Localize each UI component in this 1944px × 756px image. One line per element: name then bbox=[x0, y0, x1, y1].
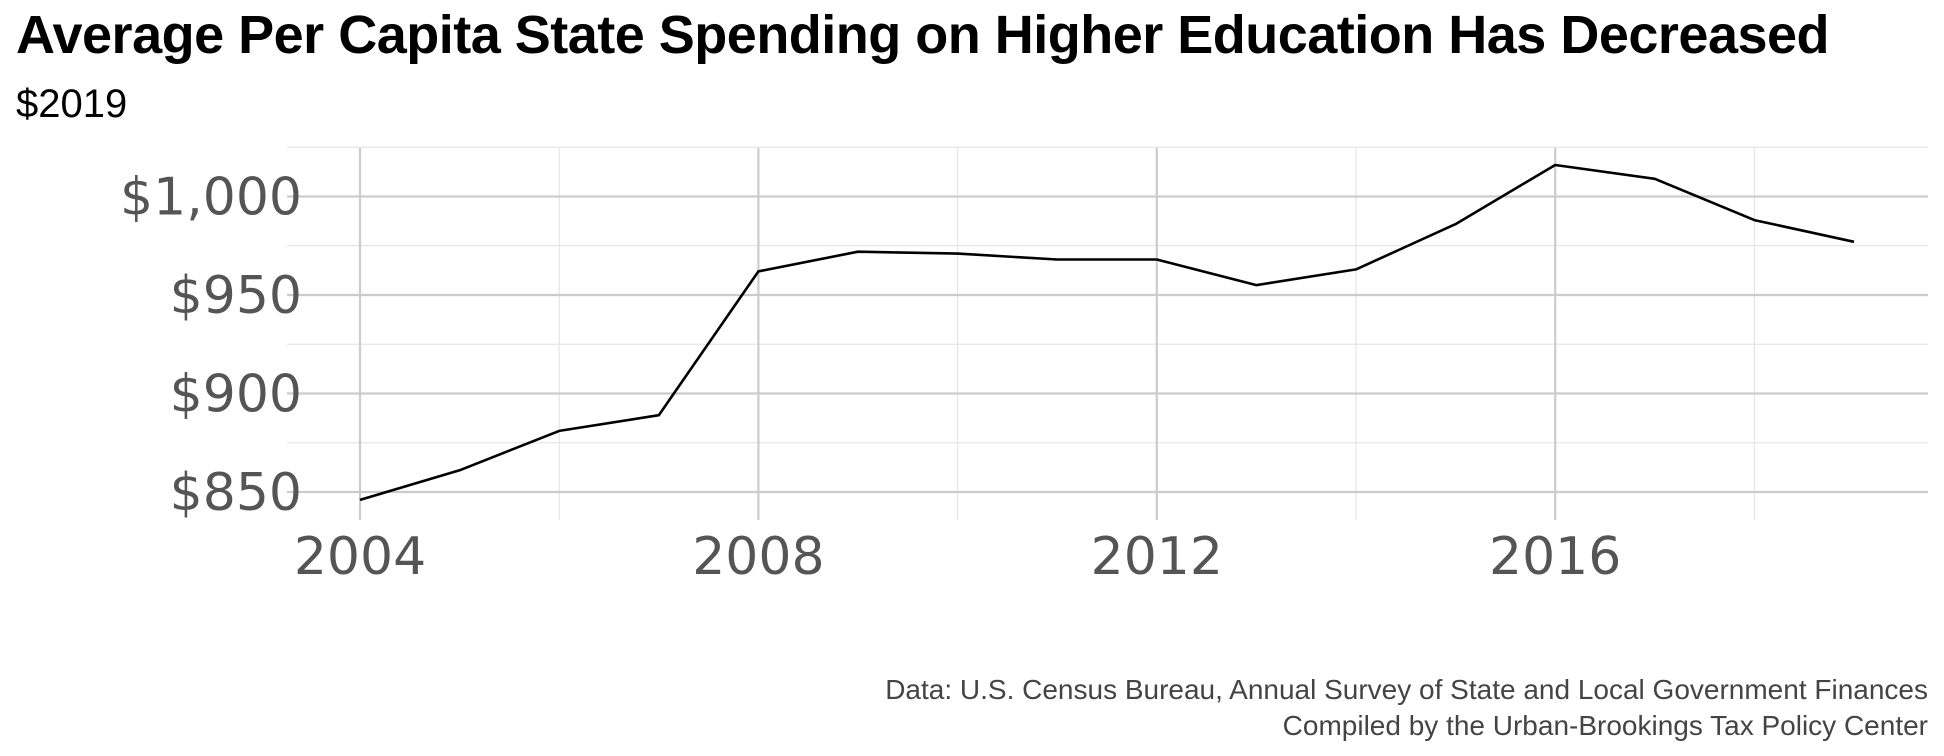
y-tick-label: $1,000 bbox=[120, 168, 302, 228]
y-tick-label: $900 bbox=[170, 365, 302, 425]
major-grid bbox=[287, 148, 1928, 520]
series-group bbox=[359, 163, 1855, 502]
caption-line-compiled: Compiled by the Urban-Brookings Tax Poli… bbox=[1282, 710, 1928, 741]
x-tick-label: 2004 bbox=[294, 527, 426, 587]
x-tick-label: 2008 bbox=[692, 527, 824, 587]
x-tick-label: 2016 bbox=[1489, 527, 1621, 587]
x-tick-label: 2012 bbox=[1091, 527, 1223, 587]
y-tick-label: $850 bbox=[170, 463, 302, 523]
source-caption: Data: U.S. Census Bureau, Annual Survey … bbox=[885, 672, 1928, 744]
caption-line-source: Data: U.S. Census Bureau, Annual Survey … bbox=[885, 674, 1928, 705]
y-tick-label: $950 bbox=[170, 266, 302, 326]
minor-grid bbox=[287, 146, 1928, 520]
series-line bbox=[359, 163, 1855, 502]
x-axis-ticks: 2004 2008 2012 2016 bbox=[294, 527, 1622, 587]
chart-subtitle: $2019 bbox=[16, 82, 128, 126]
chart-title: Average Per Capita State Spending on Hig… bbox=[16, 5, 1830, 65]
y-axis-ticks: $850 $900 $950 $1,000 bbox=[120, 168, 302, 524]
